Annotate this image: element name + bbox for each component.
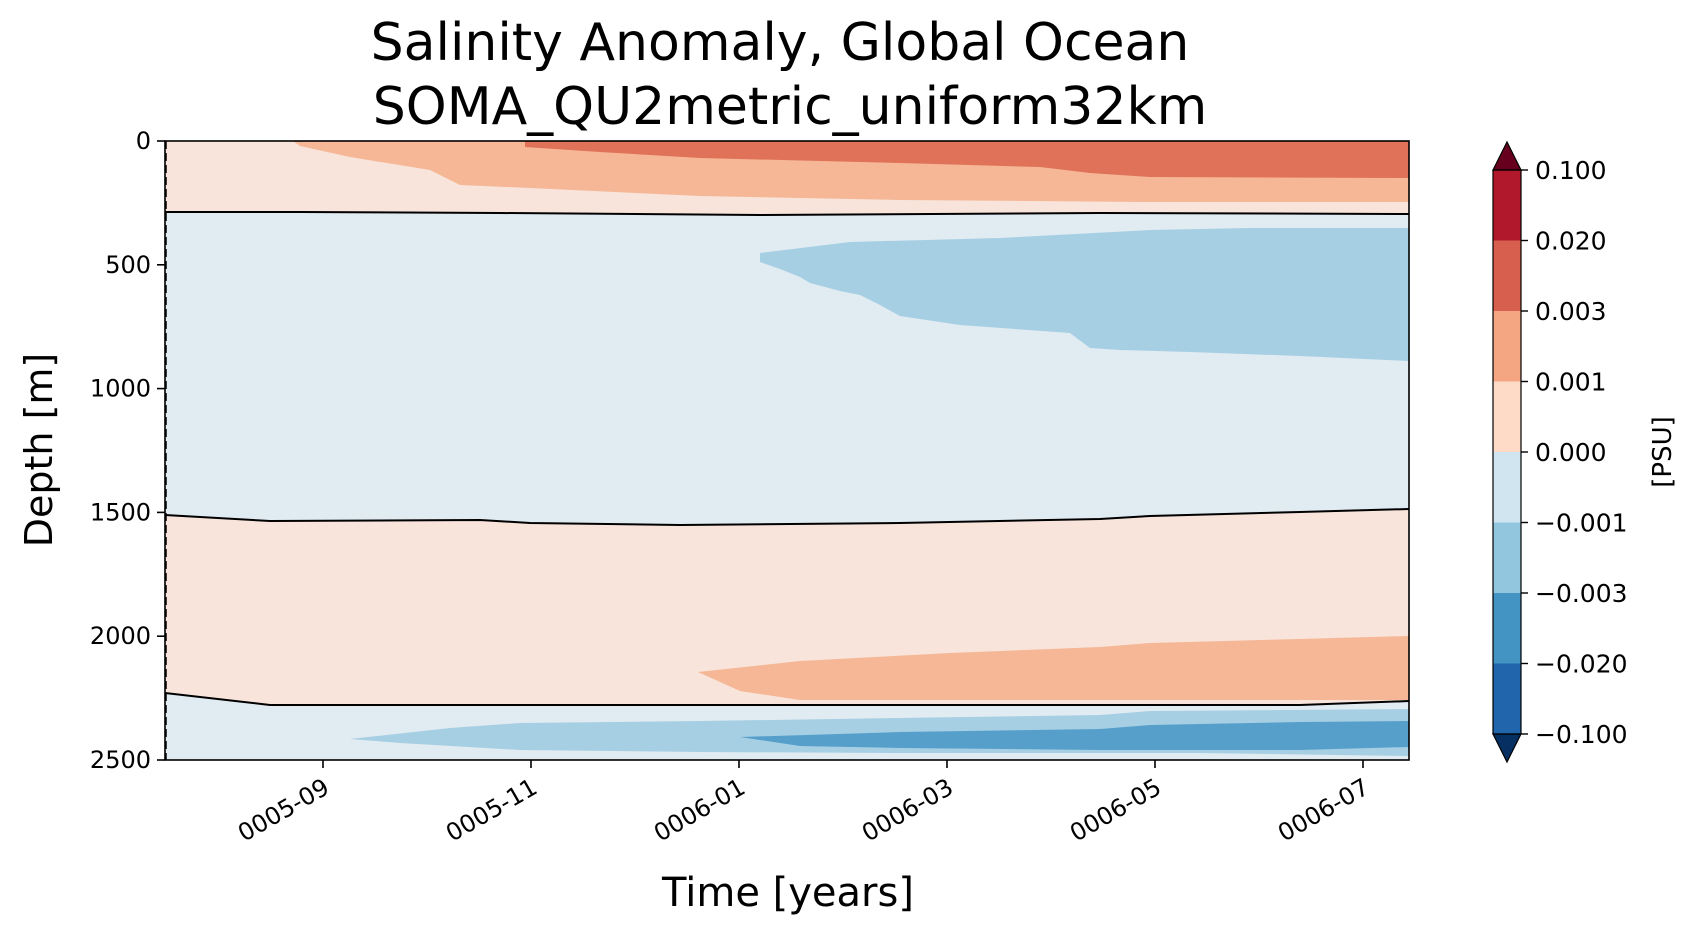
band-bottom-deep-blue [740,721,1409,750]
colorbar-segment [1493,593,1521,664]
x-tick-label: 0006-01 [649,773,750,847]
y-axis: 0 500 1000 1500 2000 2500 [90,127,165,774]
x-axis-label: Time [years] [661,870,914,916]
band-deep-orange [698,636,1409,700]
zero-contours [165,141,1409,760]
chart-title: Salinity Anomaly, Global Ocean [371,13,1190,73]
colorbar-tick-label: 0.100 [1535,156,1607,185]
colorbar-segment [1493,170,1521,241]
zero-contour-lower [165,692,1409,706]
y-tick-label: 1500 [90,498,151,526]
y-tick-label: 0 [136,127,151,155]
colorbar-tick-label: 0.003 [1535,297,1607,326]
colorbar-extend-max [1492,140,1522,171]
y-tick-label: 500 [105,251,151,279]
y-tick-label: 1000 [90,375,151,403]
colorbar-segment [1493,381,1521,453]
colorbar-tick-label: −0.100 [1535,720,1628,749]
y-tick-label: 2000 [90,622,151,650]
zero-contour-middle [165,508,1409,527]
x-tick-label: 0006-03 [857,773,958,847]
x-tick-label: 0005-09 [233,773,334,847]
y-axis-label: Depth [m] [17,353,61,548]
colorbar-segment [1493,240,1521,312]
x-tick-label: 0006-05 [1065,773,1166,847]
chart-subtitle: SOMA_QU2metric_uniform32km [373,77,1207,137]
plot-area [164,140,1410,761]
colorbar-tick-label: −0.003 [1535,579,1628,608]
band-surface-red [525,141,1409,178]
x-axis: 0005-09 0005-11 0006-01 0006-03 0006-05 0006-… [233,760,1374,847]
colorbar-tick-label: −0.020 [1535,650,1628,679]
zero-contour-upper [165,211,1409,217]
plot-frame [164,140,1410,761]
colorbar-segment [1493,663,1521,735]
colorbar-segment [1493,522,1521,594]
x-tick-label: 0005-11 [441,773,542,847]
band-mid-blue [760,228,1409,361]
colorbar-segment [1493,311,1521,382]
colorbar-extend-min [1492,733,1522,764]
colorbar-tick-label: 0.000 [1535,438,1607,467]
x-tick-label: 0006-07 [1273,773,1374,847]
y-tick-label: 2500 [90,746,151,774]
colorbar-tick-label: 0.001 [1535,368,1607,397]
colorbar-tick-label: 0.020 [1535,227,1607,256]
colorbar: 0.100 0.020 0.003 0.001 0.000 −0.001 −0.003 −0.… [1492,140,1628,764]
colorbar-tick-label: −0.001 [1535,509,1628,538]
colorbar-segment [1493,452,1521,523]
colorbar-label: [PSU] [1648,416,1678,488]
